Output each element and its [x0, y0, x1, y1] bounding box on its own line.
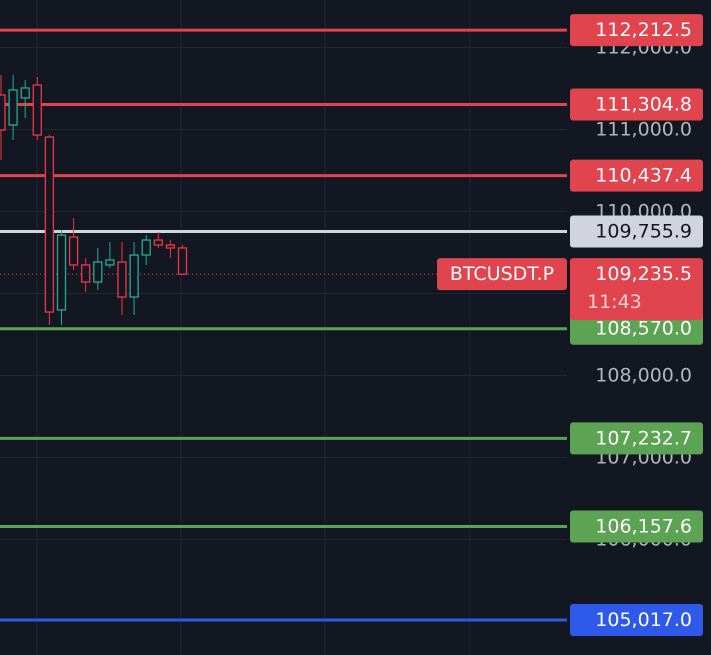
level-label: 109,755.9: [595, 221, 692, 243]
candle-body: [105, 259, 115, 266]
level-label: 108,570.0: [595, 318, 692, 340]
level-label: 110,437.4: [595, 165, 692, 187]
level-label-box: [570, 510, 703, 543]
candle-body: [32, 84, 42, 136]
level-label-box: [570, 215, 703, 248]
symbol-box: [437, 258, 567, 291]
level-label: 107,232.7: [595, 427, 692, 449]
symbol-label: BTCUSDT.P: [450, 263, 554, 285]
candle-body: [177, 247, 188, 275]
candle-body: [117, 261, 127, 298]
candle-body: [8, 89, 18, 126]
candle-body: [20, 87, 30, 99]
candle-body: [93, 261, 103, 283]
candle-body: [165, 244, 176, 249]
candle-body: [68, 236, 79, 266]
level-label-box: [570, 312, 703, 345]
candle-body: [141, 239, 151, 256]
candle-body: [153, 239, 163, 246]
level-label-box: [570, 422, 703, 455]
last-price-box: [570, 258, 703, 321]
level-label-box: [570, 88, 703, 121]
candle-body: [81, 264, 91, 283]
level-label: 111,304.8: [595, 94, 692, 116]
y-tick-label: 108,000.0: [595, 364, 692, 386]
level-label-box: [570, 603, 703, 636]
y-tick-label: 111,000.0: [595, 119, 692, 141]
level-label-box: [570, 159, 703, 192]
level-label: 105,017.0: [595, 609, 692, 631]
last-price-label: 109,235.5: [595, 263, 692, 285]
candle-body: [0, 94, 6, 131]
candle-body: [56, 234, 67, 311]
candle-body: [44, 136, 55, 313]
level-label: 106,157.6: [595, 515, 692, 537]
level-label: 112,212.5: [595, 19, 692, 41]
countdown-label: 11:43: [587, 291, 642, 313]
level-label-box: [570, 14, 703, 47]
candle-body: [129, 254, 139, 298]
